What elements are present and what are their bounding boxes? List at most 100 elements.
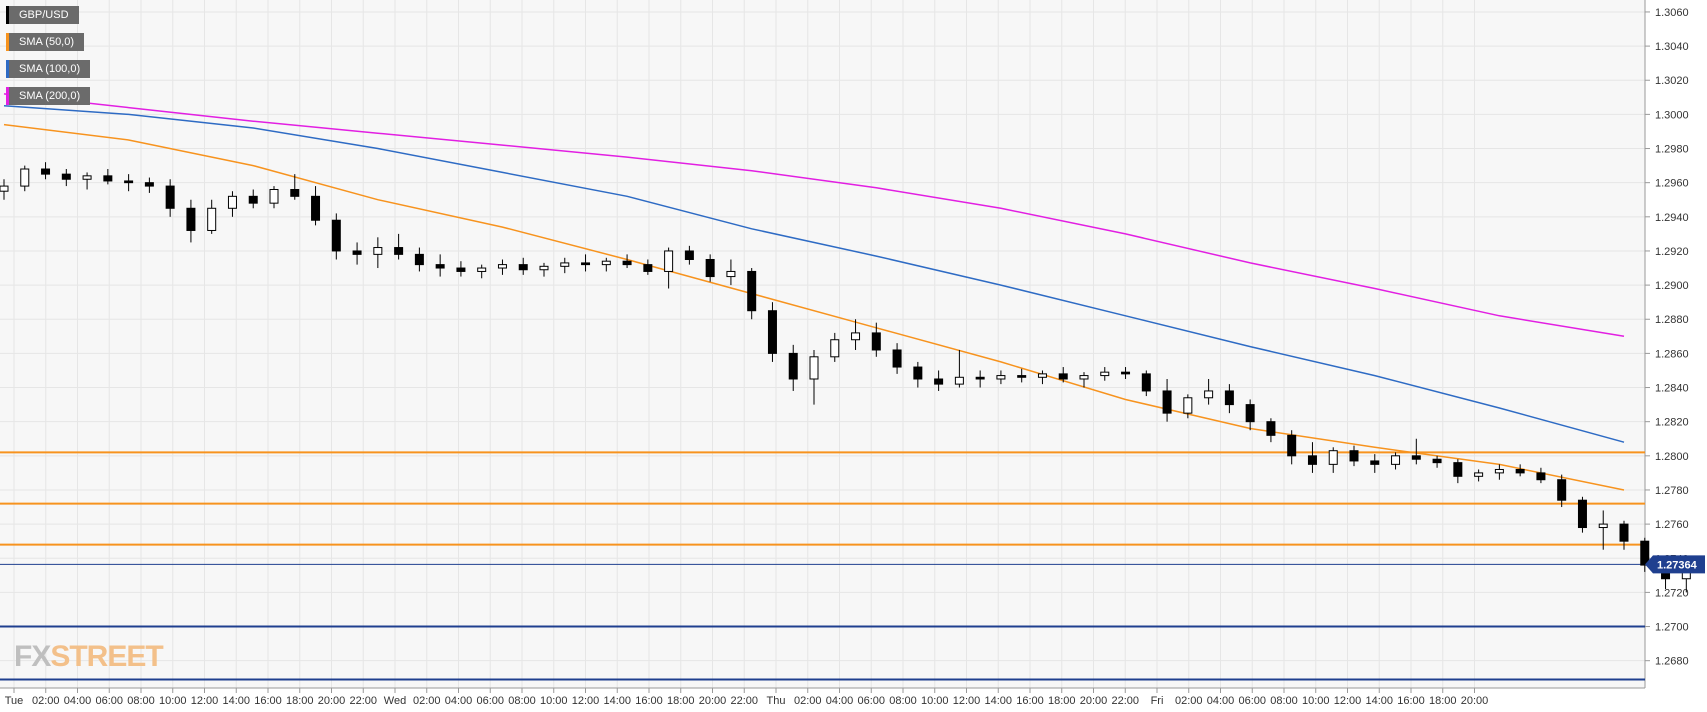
candle-body [186, 207, 196, 231]
y-tick-label: 1.2880 [1655, 314, 1689, 326]
candle-body [622, 260, 632, 266]
x-tick-label: 22:00 [1111, 695, 1139, 707]
candle-body [1349, 450, 1359, 462]
x-tick-label: 02:00 [1175, 695, 1203, 707]
x-tick-label: Thu [767, 695, 786, 707]
y-tick-label: 1.2900 [1655, 280, 1689, 292]
plot-background [0, 0, 1645, 688]
candle-body [1141, 373, 1151, 392]
x-tick-label: 08:00 [508, 695, 536, 707]
x-tick-label: 06:00 [95, 695, 123, 707]
candle-body [103, 175, 113, 182]
y-tick-label: 1.3020 [1655, 75, 1689, 87]
candle-body [352, 250, 362, 255]
x-tick-label: 12:00 [572, 695, 600, 707]
candle-body [684, 250, 694, 260]
x-tick-label: 04:00 [826, 695, 854, 707]
candle-body [726, 270, 736, 278]
candle-body [497, 264, 507, 269]
candle-body [1474, 472, 1484, 477]
x-tick-label: 18:00 [1429, 695, 1457, 707]
candle-body [1557, 479, 1567, 501]
candle-body [1307, 455, 1317, 465]
candle-body [1515, 468, 1525, 474]
y-tick-label: 1.2720 [1655, 587, 1689, 599]
sma-line [3, 123, 1625, 491]
candle-body [975, 376, 985, 380]
candle-body [1640, 540, 1650, 566]
x-tick-label: Fri [1151, 695, 1164, 707]
candle-body [1266, 421, 1276, 436]
candle-body [1328, 450, 1338, 465]
y-tick-label: 1.2800 [1655, 451, 1689, 463]
candle-body [331, 219, 341, 252]
x-tick-label: 22:00 [730, 695, 758, 707]
legend-sma-50: SMA (50,0) [6, 33, 85, 51]
x-tick-label: 12:00 [1334, 695, 1362, 707]
legend-sma-100: SMA (100,0) [6, 60, 91, 78]
candle-body [1577, 499, 1587, 529]
x-tick-label: 18:00 [286, 695, 314, 707]
x-tick-label: 08:00 [1270, 695, 1298, 707]
candle-body [851, 332, 861, 341]
candle-body [1058, 373, 1068, 380]
candle-body [227, 195, 237, 209]
candle-body [664, 250, 674, 272]
x-tick-label: 14:00 [222, 695, 250, 707]
x-tick-label: 20:00 [1080, 695, 1108, 707]
x-tick-label: 08:00 [889, 695, 917, 707]
candle-body [954, 376, 964, 385]
candle-body [435, 264, 445, 269]
x-tick-label: 16:00 [635, 695, 663, 707]
x-tick-label: Tue [5, 695, 24, 707]
candle-body [1598, 523, 1608, 529]
candle-body [996, 375, 1006, 380]
x-tick-label: 14:00 [1365, 695, 1393, 707]
candle-body [518, 264, 528, 271]
candle-body [1017, 375, 1027, 378]
candle-body [1619, 523, 1629, 542]
candle-body [1432, 458, 1442, 464]
x-tick-label: 12:00 [953, 695, 981, 707]
y-tick-label: 1.3040 [1655, 41, 1689, 53]
y-tick-label: 1.3060 [1655, 7, 1689, 19]
candle-body [477, 267, 487, 272]
x-tick-label: 20:00 [1461, 695, 1489, 707]
candle-body [747, 270, 757, 312]
x-tick-label: 14:00 [603, 695, 631, 707]
candle-body [1370, 460, 1380, 465]
y-tick-label: 1.2920 [1655, 246, 1689, 258]
x-tick-label: 16:00 [1397, 695, 1425, 707]
candle-body [1204, 390, 1214, 399]
candle-body [61, 173, 71, 180]
candle-body [539, 265, 549, 271]
y-tick-label: 1.3000 [1655, 109, 1689, 121]
fxstreet-watermark-logo: FXSTREET [14, 640, 164, 673]
candle-body [560, 262, 570, 267]
x-tick-label: 16:00 [254, 695, 282, 707]
candle-body [1536, 472, 1546, 481]
candle-body [1287, 434, 1297, 457]
candle-body [207, 207, 217, 231]
candle-body [934, 378, 944, 385]
x-tick-label: 04:00 [445, 695, 473, 707]
x-tick-label: 10:00 [1302, 695, 1330, 707]
last-price-label: 1.27364 [1657, 559, 1698, 571]
x-tick-label: 10:00 [921, 695, 949, 707]
candle-body [601, 260, 611, 266]
legend-sma-200: SMA (200,0) [6, 87, 91, 105]
y-tick-label: 1.2780 [1655, 485, 1689, 497]
candle-body [144, 182, 154, 187]
x-tick-label: 08:00 [127, 695, 155, 707]
x-tick-label: 20:00 [699, 695, 727, 707]
candle-body [373, 247, 383, 255]
candle-body [1391, 455, 1401, 465]
y-tick-label: 1.2960 [1655, 178, 1689, 190]
x-tick-label: 06:00 [1238, 695, 1266, 707]
candle-body [643, 264, 653, 272]
last-price-tag [1645, 555, 1705, 574]
legend-gbpusd: GBP/USD [6, 6, 79, 24]
candle-body [82, 175, 92, 180]
y-tick-label: 1.2820 [1655, 417, 1689, 429]
